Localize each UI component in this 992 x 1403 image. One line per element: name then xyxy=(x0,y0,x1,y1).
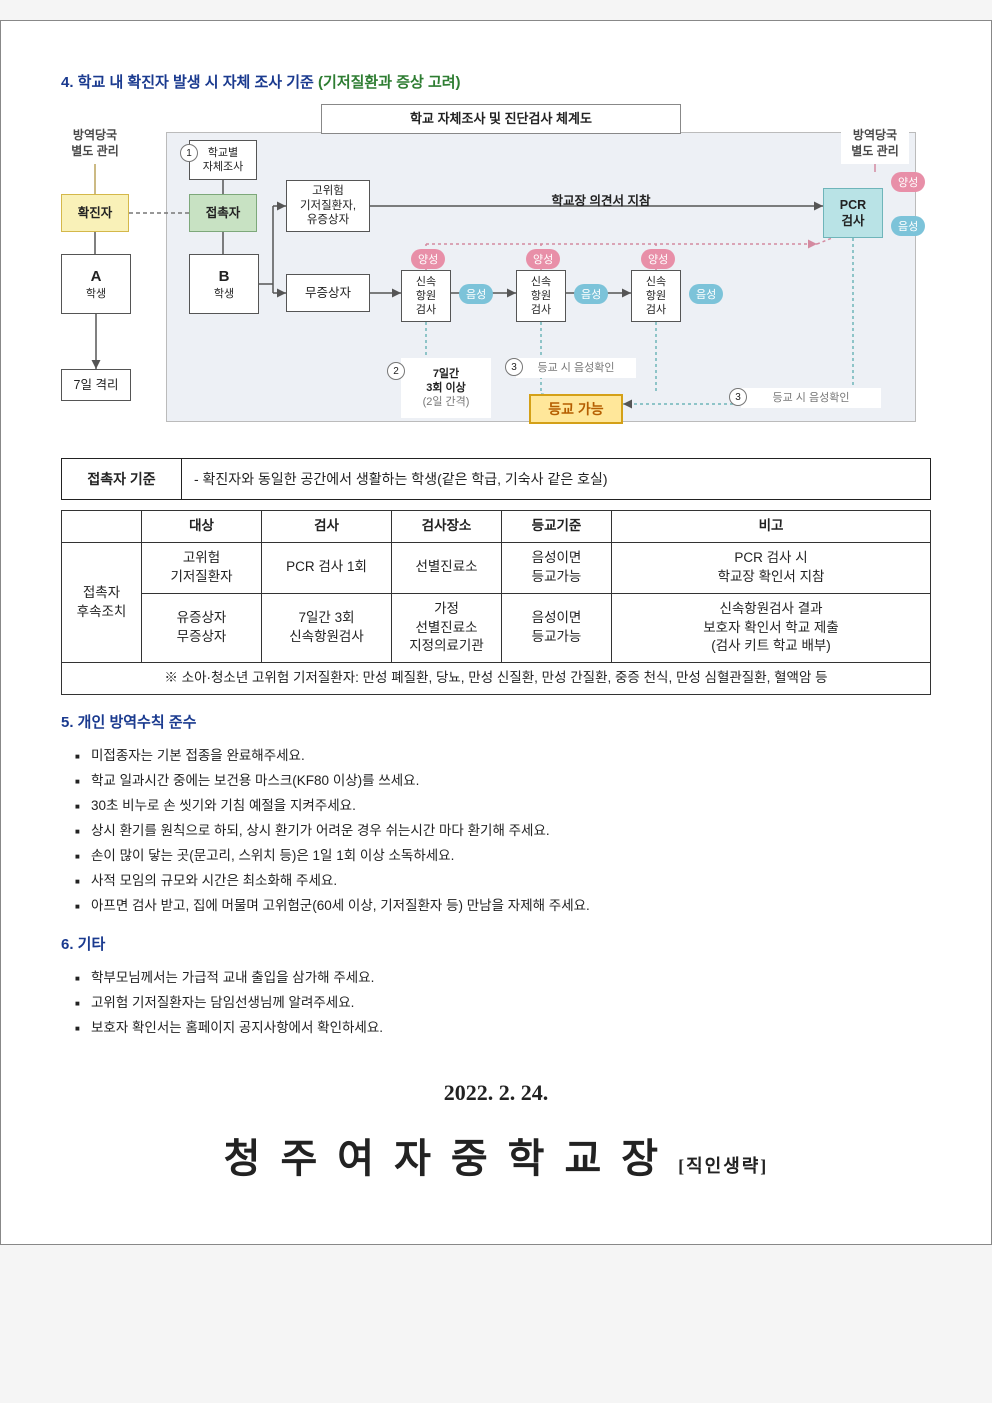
confirmed-box: 확진자 xyxy=(61,194,129,232)
cell-atd-1: 음성이면 등교가능 xyxy=(502,593,612,663)
positive-badge-2: 양성 xyxy=(526,249,560,269)
negative-badge-1: 음성 xyxy=(459,284,493,304)
table-row: 접촉자 후속조치 고위험 기저질환자 PCR 검사 1회 선별진료소 음성이면 … xyxy=(62,542,931,593)
list-item: 30초 비누로 손 씻기와 기침 예절을 지켜주세요. xyxy=(75,794,931,819)
list-item: 학교 일과시간 중에는 보건용 마스크(KF80 이상)를 쓰세요. xyxy=(75,769,931,794)
isolation-box: 7일 격리 xyxy=(61,369,131,401)
cell-target-1: 유증상자 무증상자 xyxy=(142,593,262,663)
attend-check-label-2: 등교 시 음성확인 xyxy=(741,388,881,408)
step-circle-3b: 3 xyxy=(729,388,747,406)
right-authority-label: 방역당국 별도 관리 xyxy=(841,124,909,164)
seven-days-label: 7일간 3회 이상 (2일 간격) xyxy=(401,358,491,418)
diagram-title: 학교 자체조사 및 진단검사 체계도 xyxy=(321,104,681,134)
signature-main: 청주여자중학교장 xyxy=(224,1136,678,1181)
list-item: 상시 환기를 원칙으로 하되, 상시 환기가 어려운 경우 쉬는시간 마다 환기… xyxy=(75,819,931,844)
cell-place-0: 선별진료소 xyxy=(392,542,502,593)
followup-table: 대상 검사 검사장소 등교기준 비고 접촉자 후속조치 고위험 기저질환자 PC… xyxy=(61,510,931,695)
list-item: 미접종자는 기본 접종을 완료해주세요. xyxy=(75,744,931,769)
positive-badge-3: 양성 xyxy=(641,249,675,269)
cell-atd-0: 음성이면 등교가능 xyxy=(502,542,612,593)
seven-days-main: 7일간 3회 이상 xyxy=(426,367,466,396)
list-item: 보호자 확인서는 홈페이지 공지사항에서 확인하세요. xyxy=(75,1016,931,1041)
school-survey-box: 학교별 자체조사 xyxy=(189,140,257,180)
th-place: 검사장소 xyxy=(392,511,502,543)
negative-badge-3: 음성 xyxy=(689,284,723,304)
student-b-letter: B xyxy=(219,267,230,287)
section4-title-prefix: 4. 학교 내 확진자 발생 시 자체 조사 기준 xyxy=(61,74,318,91)
cell-test-0: PCR 검사 1회 xyxy=(262,542,392,593)
flow-diagram: 학교 자체조사 및 진단검사 체계도 방역당국 별도 관리 방역당국 별도 관리… xyxy=(61,104,931,444)
list-item: 고위험 기저질환자는 담임선생님께 알려주세요. xyxy=(75,991,931,1016)
positive-badge-1: 양성 xyxy=(411,249,445,269)
section4-title: 4. 학교 내 확진자 발생 시 자체 조사 기준 (기저질환과 증상 고려) xyxy=(61,71,931,92)
student-b-box: B 학생 xyxy=(189,254,259,314)
criteria-label: 접촉자 기준 xyxy=(62,459,182,499)
attend-check-label: 등교 시 음성확인 xyxy=(516,358,636,378)
table-row: 유증상자 무증상자 7일간 3회 신속항원검사 가정 선별진료소 지정의료기관 … xyxy=(62,593,931,663)
principal-opinion-label: 학교장 의견서 지참 xyxy=(401,190,801,210)
pcr-test-box: PCR 검사 xyxy=(823,188,883,238)
issue-date: 2022. 2. 24. xyxy=(61,1080,931,1106)
criteria-value: - 확진자와 동일한 공간에서 생활하는 학생(같은 학급, 기숙사 같은 호실… xyxy=(182,459,930,499)
section6-title: 6. 기타 xyxy=(61,933,931,954)
cell-place-1: 가정 선별진료소 지정의료기관 xyxy=(392,593,502,663)
signature-line: 청주여자중학교장[직인생략] xyxy=(61,1126,931,1184)
positive-badge-pcr: 양성 xyxy=(891,172,925,192)
negative-badge-2: 음성 xyxy=(574,284,608,304)
list-item: 손이 많이 닿는 곳(문고리, 스위치 등)은 1일 1회 이상 소독하세요. xyxy=(75,844,931,869)
step-circle-3a: 3 xyxy=(505,358,523,376)
list-item: 학부모님께서는 가급적 교내 출입을 삼가해 주세요. xyxy=(75,966,931,991)
left-authority-label: 방역당국 별도 관리 xyxy=(61,124,129,164)
section5-list: 미접종자는 기본 접종을 완료해주세요. 학교 일과시간 중에는 보건용 마스크… xyxy=(61,744,931,918)
student-a-box: A 학생 xyxy=(61,254,131,314)
table-header-row: 대상 검사 검사장소 등교기준 비고 xyxy=(62,511,931,543)
highrisk-box: 고위험 기저질환자, 유증상자 xyxy=(286,180,370,232)
table-footnote: ※ 소아·청소년 고위험 기저질환자: 만성 폐질환, 당뇨, 만성 신질환, … xyxy=(62,663,931,695)
asymptomatic-box: 무증상자 xyxy=(286,274,370,312)
cell-target-0: 고위험 기저질환자 xyxy=(142,542,262,593)
th-test: 검사 xyxy=(262,511,392,543)
rapid-test-1: 신속 항원 검사 xyxy=(401,270,451,322)
cell-note-1: 신속항원검사 결과 보호자 확인서 학교 제출 (검사 키트 학교 배부) xyxy=(612,593,931,663)
seven-days-sub: (2일 간격) xyxy=(423,395,470,409)
list-item: 사적 모임의 규모와 시간은 최소화해 주세요. xyxy=(75,869,931,894)
cell-note-0: PCR 검사 시 학교장 확인서 지참 xyxy=(612,542,931,593)
negative-badge-pcr: 음성 xyxy=(891,216,925,236)
cell-test-1: 7일간 3회 신속항원검사 xyxy=(262,593,392,663)
table-footnote-row: ※ 소아·청소년 고위험 기저질환자: 만성 폐질환, 당뇨, 만성 신질환, … xyxy=(62,663,931,695)
th-blank xyxy=(62,511,142,543)
contact-criteria-box: 접촉자 기준 - 확진자와 동일한 공간에서 생활하는 학생(같은 학급, 기숙… xyxy=(61,458,931,500)
th-note: 비고 xyxy=(612,511,931,543)
row-label: 접촉자 후속조치 xyxy=(62,542,142,662)
rapid-test-2: 신속 항원 검사 xyxy=(516,270,566,322)
th-target: 대상 xyxy=(142,511,262,543)
th-attend: 등교기준 xyxy=(502,511,612,543)
step-circle-1: 1 xyxy=(180,144,198,162)
list-item: 아프면 검사 받고, 집에 머물며 고위험군(60세 이상, 기저질환자 등) … xyxy=(75,894,931,919)
contact-box: 접촉자 xyxy=(189,194,257,232)
section5-title: 5. 개인 방역수칙 준수 xyxy=(61,711,931,732)
student-a-letter: A xyxy=(91,267,102,287)
student-b-label: 학생 xyxy=(214,287,234,301)
section6-list: 학부모님께서는 가급적 교내 출입을 삼가해 주세요. 고위험 기저질환자는 담… xyxy=(61,966,931,1041)
attend-possible-box: 등교 가능 xyxy=(529,394,623,424)
document-page: 4. 학교 내 확진자 발생 시 자체 조사 기준 (기저질환과 증상 고려) xyxy=(0,20,992,1245)
student-a-label: 학생 xyxy=(86,287,106,301)
signature-suffix: [직인생략] xyxy=(678,1156,768,1176)
rapid-test-3: 신속 항원 검사 xyxy=(631,270,681,322)
section4-title-suffix: (기저질환과 증상 고려) xyxy=(318,74,461,91)
step-circle-2: 2 xyxy=(387,362,405,380)
